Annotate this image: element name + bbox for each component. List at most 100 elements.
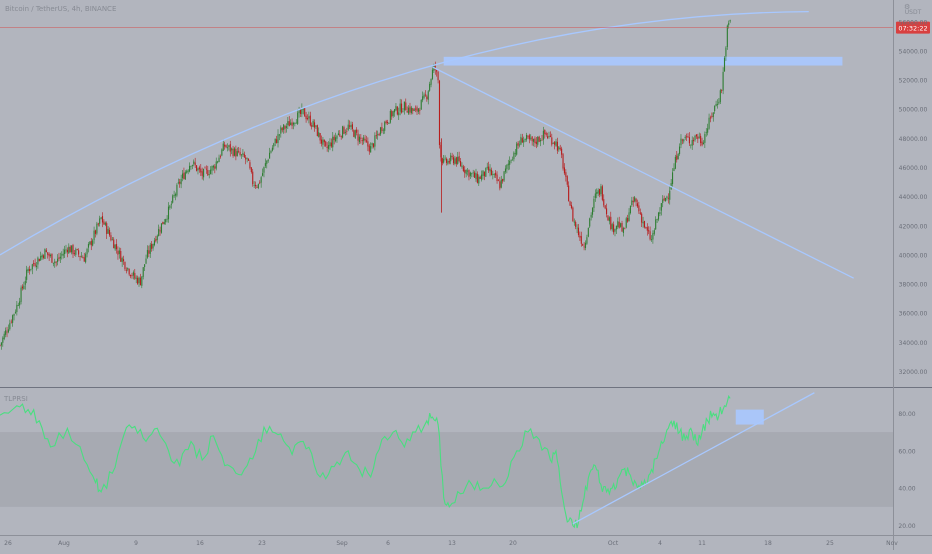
- candle-body: [35, 265, 38, 268]
- candle-body: [153, 240, 155, 246]
- candle-body: [674, 156, 676, 169]
- settings-icon[interactable]: ⚙: [904, 3, 910, 11]
- candle-body: [76, 249, 78, 250]
- candle-body: [125, 269, 127, 271]
- candle-body: [280, 127, 282, 134]
- candle-body: [354, 130, 356, 138]
- candle-body: [290, 122, 292, 125]
- candle-body: [413, 109, 415, 112]
- candle-body: [707, 128, 709, 133]
- candle-body: [554, 142, 556, 145]
- candle-body: [254, 184, 257, 187]
- candle-body: [315, 125, 317, 127]
- candle-body: [222, 143, 224, 151]
- candle-body: [653, 230, 655, 234]
- candle-body: [176, 184, 178, 196]
- candle-body: [134, 272, 136, 279]
- candle-body: [478, 176, 480, 184]
- candle-body: [584, 242, 587, 248]
- candle-body: [607, 215, 609, 221]
- candle-body: [417, 108, 419, 112]
- candle-body: [364, 138, 366, 141]
- candle-body: [284, 126, 286, 129]
- candle-body: [340, 136, 342, 138]
- candle-body: [443, 158, 445, 163]
- candle-body: [416, 107, 418, 112]
- candle-body: [551, 137, 553, 145]
- candle-body: [356, 129, 358, 133]
- time-tick-label: 16: [196, 540, 204, 547]
- candle-body: [489, 168, 491, 172]
- candle-body: [322, 139, 324, 145]
- candle-body: [402, 111, 404, 113]
- candle-body: [687, 136, 689, 138]
- candle-body: [266, 160, 268, 164]
- candle-body: [20, 287, 22, 302]
- candle-body: [613, 224, 615, 233]
- candle-body: [58, 257, 60, 259]
- rsi-tick-label: 80.00: [898, 411, 915, 418]
- candle-body: [506, 164, 508, 170]
- candle-body: [467, 170, 469, 172]
- candle-body: [256, 186, 258, 188]
- candle-body: [121, 258, 123, 263]
- candle-body: [582, 244, 584, 246]
- candle-body: [701, 141, 703, 146]
- candle-body: [259, 182, 261, 184]
- candle-body: [639, 212, 641, 215]
- candle-body: [385, 120, 387, 124]
- candle-body: [96, 223, 98, 234]
- candle-body: [642, 221, 644, 224]
- candle-body: [523, 140, 525, 143]
- candle-body: [458, 156, 460, 162]
- candle-body: [408, 107, 410, 114]
- candle-body: [381, 127, 383, 132]
- time-tick-label: 18: [764, 540, 772, 547]
- candle-body: [660, 203, 662, 211]
- candle-body: [117, 250, 119, 255]
- candle-body: [174, 194, 177, 196]
- candle-body: [544, 129, 546, 134]
- candle-body: [593, 198, 595, 209]
- candle-body: [191, 165, 193, 167]
- candle-body: [389, 110, 391, 123]
- candle-body: [618, 221, 620, 228]
- price-tick-label: 34000.00: [899, 340, 928, 347]
- candle-body: [89, 241, 91, 245]
- candle-body: [415, 108, 417, 110]
- candle-body: [666, 196, 668, 198]
- candle-body: [217, 161, 219, 163]
- candle-body: [420, 99, 422, 110]
- candle-body: [650, 239, 653, 240]
- candle-body: [542, 130, 544, 140]
- candle-body: [232, 148, 234, 156]
- candle-body: [450, 155, 452, 162]
- candle-body: [210, 169, 212, 175]
- candle-body: [676, 155, 678, 160]
- candle-body: [624, 228, 626, 230]
- candle-body: [306, 118, 309, 120]
- candle-body: [655, 219, 657, 230]
- candle-body: [374, 135, 376, 147]
- candle-body: [139, 277, 141, 286]
- candle-body: [277, 134, 279, 144]
- candle-body: [722, 71, 724, 91]
- candle-body: [233, 148, 236, 156]
- candle-body: [728, 22, 730, 26]
- candle-body: [329, 142, 331, 147]
- candle-body: [530, 137, 532, 139]
- candle-body: [677, 153, 679, 160]
- candle-body: [482, 170, 484, 176]
- candle-body: [132, 272, 134, 276]
- candle-body: [656, 219, 658, 220]
- candle-body: [464, 169, 466, 173]
- price-tick-label: 48000.00: [899, 136, 928, 143]
- candle-body: [179, 181, 181, 184]
- candle-body: [679, 146, 681, 154]
- candle-body: [28, 269, 31, 271]
- candle-body: [156, 235, 158, 240]
- candle-body: [208, 174, 210, 175]
- candle-body: [555, 141, 557, 146]
- candle-body: [476, 173, 478, 183]
- candle-body: [497, 180, 500, 182]
